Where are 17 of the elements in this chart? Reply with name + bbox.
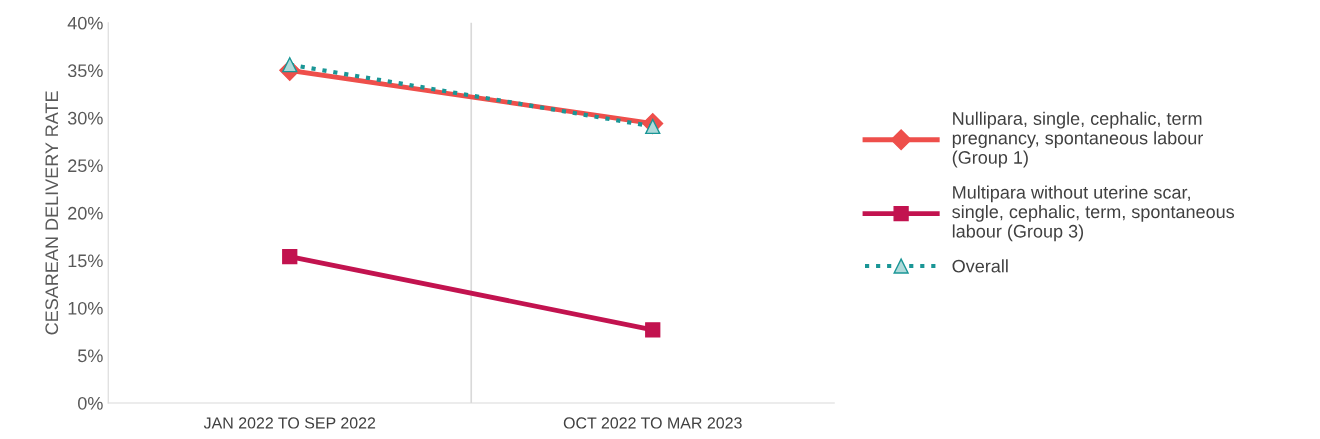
y-tick-label: 25% bbox=[68, 159, 103, 173]
y-axis-title: CESAREAN DELIVERY RATE bbox=[45, 91, 59, 335]
y-tick-label: 35% bbox=[67, 64, 103, 78]
y-tick-label: 15% bbox=[68, 254, 103, 268]
y-tick-label: 5% bbox=[78, 349, 103, 363]
x-tick-label: OCT 2022 TO MAR 2023 bbox=[563, 417, 742, 429]
legend-label: Multipara without uterine scar, single, cephalic, term, spontaneous labour (Group 3) bbox=[952, 185, 1235, 242]
y-tick-label: 10% bbox=[68, 301, 103, 315]
point bbox=[645, 322, 661, 338]
point bbox=[282, 248, 298, 265]
legend-label: Overall bbox=[952, 259, 1008, 273]
x-tick-label: JAN 2022 TO SEP 2022 bbox=[203, 417, 376, 429]
legend-label: Nullipara, single, cephalic, term pregnancy, spontaneous labour (Group 1) bbox=[952, 111, 1204, 168]
y-tick-label: 0% bbox=[77, 396, 103, 410]
y-tick-label: 20% bbox=[68, 206, 103, 220]
y-tick-label: 30% bbox=[67, 111, 103, 125]
y-tick-label: 40% bbox=[67, 16, 103, 30]
